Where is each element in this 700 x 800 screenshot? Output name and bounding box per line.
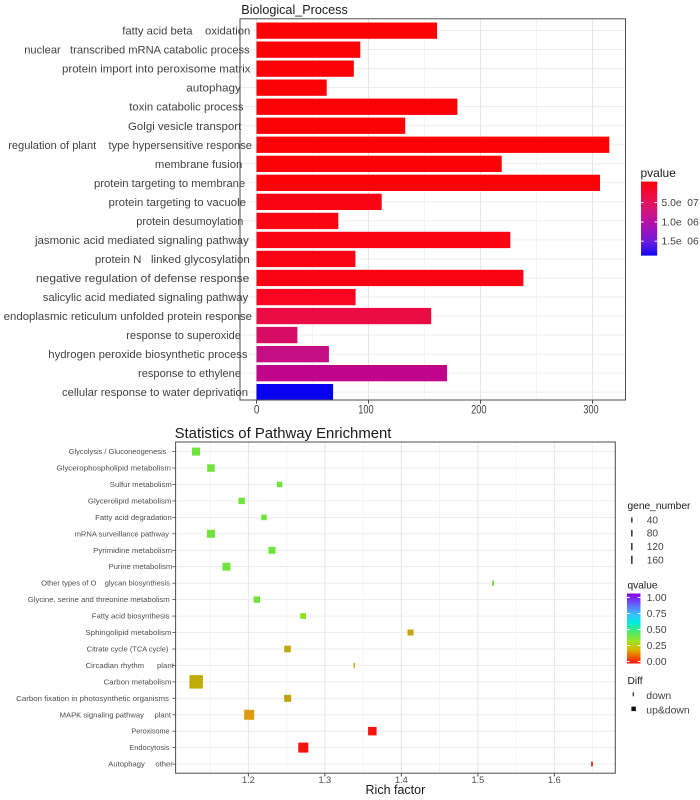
svg-text:Diff: Diff	[628, 676, 643, 687]
svg-text:80: 80	[647, 529, 659, 540]
svg-text:hydrogen peroxide biosynthetic: hydrogen peroxide biosynthetic process	[48, 349, 248, 361]
svg-text:120: 120	[647, 542, 664, 553]
svg-text:0.75: 0.75	[647, 609, 667, 620]
svg-text:Fatty acid degradation: Fatty acid degradation	[95, 513, 172, 522]
svg-text:gene_number: gene_number	[628, 501, 691, 512]
svg-text:protein targeting to membrane: protein targeting to membrane	[94, 178, 245, 190]
svg-text:1.5e 06: 1.5e 06	[662, 237, 699, 248]
svg-text:toxin catabolic process: toxin catabolic process	[129, 102, 243, 114]
svg-text:mRNA surveillance pathway: mRNA surveillance pathway	[75, 529, 170, 538]
svg-text:Fatty acid biosynthesis: Fatty acid biosynthesis	[92, 612, 170, 621]
svg-text:qvalue: qvalue	[628, 581, 658, 592]
svg-text:protein desumoylation: protein desumoylation	[136, 216, 243, 228]
svg-text:jasmonic acid mediated signali: jasmonic acid mediated signaling pathway	[34, 235, 249, 247]
svg-text:200: 200	[471, 403, 487, 417]
svg-text:up&down: up&down	[646, 705, 690, 716]
svg-text:1.3: 1.3	[319, 775, 332, 785]
svg-text:Other types of O glycan bio: Other types of O glycan biosynthesis	[41, 579, 170, 588]
svg-text:cellular response to water dep: cellular response to water deprivation	[62, 387, 248, 399]
svg-text:Glycerolipid metabolism: Glycerolipid metabolism	[88, 496, 172, 505]
svg-text:negative regulation of defense: negative regulation of defense response	[36, 273, 249, 285]
svg-text:1.6: 1.6	[548, 775, 561, 785]
svg-text:Biological_Process: Biological_Process	[241, 2, 348, 17]
svg-text:100: 100	[358, 403, 374, 417]
svg-text:Circadian rhythm plant: Circadian rhythm plant	[86, 661, 174, 670]
svg-text:endoplasmic reticulum unfolded: endoplasmic reticulum unfolded protein r…	[4, 311, 252, 323]
svg-text:40: 40	[647, 516, 659, 527]
svg-text:1.00: 1.00	[647, 593, 667, 604]
svg-text:down: down	[646, 691, 671, 702]
svg-text:Peroxisome: Peroxisome	[131, 727, 169, 736]
svg-text:0.50: 0.50	[647, 625, 667, 636]
svg-text:Rich factor: Rich factor	[366, 783, 426, 797]
svg-text:protein targeting to vacuole: protein targeting to vacuole	[109, 197, 247, 209]
svg-text:regulation of plant type hy: regulation of plant type hypersensitive …	[8, 140, 252, 152]
svg-text:300: 300	[583, 403, 598, 417]
svg-text:0.25: 0.25	[647, 641, 667, 652]
svg-text:protein import into peroxisome: protein import into peroxisome matrix	[62, 64, 251, 76]
svg-text:Statistics of Pathway Enrichme: Statistics of Pathway Enrichment	[175, 426, 393, 442]
svg-text:MAPK signaling pathway pla: MAPK signaling pathway plant	[60, 710, 171, 719]
svg-text:1.4: 1.4	[395, 775, 408, 785]
svg-text:Carbon metabolism: Carbon metabolism	[104, 677, 172, 686]
svg-text:Carbon fixation in photosynthe: Carbon fixation in photosynthetic organi…	[16, 694, 169, 703]
svg-text:membrane fusion: membrane fusion	[155, 159, 242, 171]
svg-text:5.0e 07: 5.0e 07	[662, 198, 699, 209]
svg-text:response to superoxide: response to superoxide	[126, 330, 241, 342]
svg-text:nuclear transcribed mRNA cat: nuclear transcribed mRNA catabolic proce…	[24, 45, 250, 57]
svg-text:salicylic acid mediated signal: salicylic acid mediated signaling pathwa…	[43, 292, 249, 304]
svg-text:1.2: 1.2	[242, 775, 255, 785]
svg-text:Purine metabolism: Purine metabolism	[109, 562, 173, 571]
svg-text:Sulfur metabolism: Sulfur metabolism	[110, 480, 172, 489]
svg-text:0: 0	[254, 403, 260, 417]
svg-text:Golgi vesicle transport: Golgi vesicle transport	[128, 121, 242, 133]
svg-text:autophagy: autophagy	[186, 83, 241, 95]
svg-text:response to ethylene: response to ethylene	[138, 368, 241, 380]
svg-text:protein N linked glycosylati: protein N linked glycosylation	[95, 254, 250, 266]
svg-text:160: 160	[647, 555, 664, 566]
svg-text:pvalue: pvalue	[641, 166, 677, 180]
svg-text:fatty acid beta oxidation: fatty acid beta oxidation	[122, 26, 250, 38]
svg-text:1.5: 1.5	[472, 775, 485, 785]
svg-text:Glycerophospholipid metabolism: Glycerophospholipid metabolism	[56, 464, 171, 473]
svg-text:Autophagy other: Autophagy other	[108, 760, 173, 769]
svg-text:Glycine, serine and threonine: Glycine, serine and threonine metabolism	[28, 595, 170, 604]
svg-text:Citrate cycle (TCA cycle): Citrate cycle (TCA cycle)	[87, 645, 169, 654]
svg-text:Glycolysis / Gluconeogenesis: Glycolysis / Gluconeogenesis	[69, 447, 167, 456]
svg-text:0.00: 0.00	[647, 657, 667, 668]
svg-text:1.0e 06: 1.0e 06	[662, 217, 699, 228]
svg-text:Pyrimidine metabolism: Pyrimidine metabolism	[93, 546, 172, 555]
svg-text:Endocytosis: Endocytosis	[129, 743, 169, 752]
svg-text:Sphingolipid metabolism: Sphingolipid metabolism	[85, 628, 171, 637]
